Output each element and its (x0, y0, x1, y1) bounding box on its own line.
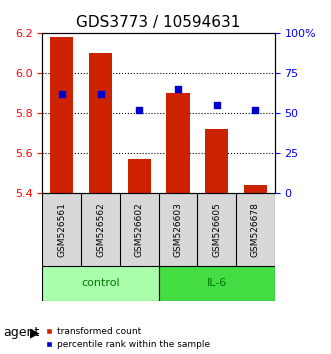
Legend: transformed count, percentile rank within the sample: transformed count, percentile rank withi… (44, 327, 210, 349)
Text: control: control (81, 278, 120, 289)
Text: agent: agent (3, 326, 40, 339)
Text: GSM526678: GSM526678 (251, 202, 260, 257)
Point (59, 91, 65, 96)
Bar (244, 185, 267, 193)
Point (214, 102, 219, 108)
Text: IL-6: IL-6 (207, 278, 227, 289)
FancyBboxPatch shape (42, 266, 159, 301)
Bar (205, 129, 228, 193)
Text: ▶: ▶ (30, 326, 39, 339)
Title: GDS3773 / 10594631: GDS3773 / 10594631 (76, 15, 241, 30)
FancyBboxPatch shape (159, 266, 275, 301)
Text: GSM526562: GSM526562 (96, 202, 105, 257)
Text: GSM526602: GSM526602 (135, 202, 144, 257)
Text: GSM526603: GSM526603 (173, 202, 182, 257)
Bar (166, 93, 190, 193)
Point (253, 107, 258, 112)
Point (98, 91, 103, 96)
Text: GSM526561: GSM526561 (57, 202, 66, 257)
Text: GSM526605: GSM526605 (212, 202, 221, 257)
Bar (50, 36, 73, 193)
Bar (89, 53, 112, 193)
Point (175, 86, 180, 92)
Point (137, 107, 142, 112)
Bar (128, 159, 151, 193)
